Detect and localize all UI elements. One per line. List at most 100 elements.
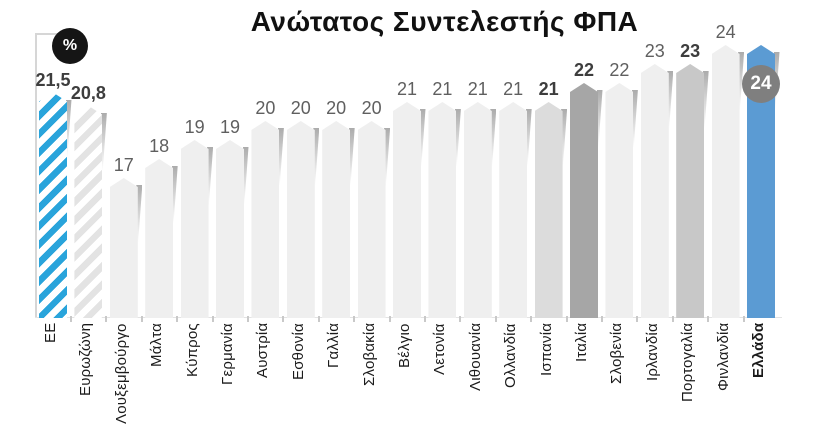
bar-country-label: Βέλγιο <box>396 323 413 368</box>
bar-fill <box>74 105 103 318</box>
bar-Εσθονία <box>286 121 315 318</box>
bar-shadow <box>384 128 391 186</box>
bar-fill <box>676 64 705 318</box>
bar-shadow <box>65 99 72 158</box>
bar-country-label: Λουξεμβούργο <box>112 323 130 424</box>
bar-fill <box>357 121 386 318</box>
bar-value-label: 20,8 <box>70 82 106 103</box>
bar-Λετονία <box>428 102 457 318</box>
bar-value-label: 19 <box>184 117 205 137</box>
bar-fill <box>322 121 351 318</box>
bar-shadow <box>667 71 674 129</box>
bar-value-label: 20 <box>255 98 276 118</box>
bar-country-label: Αυστρία <box>254 323 272 379</box>
bar-country-label: Ελλάδα <box>750 323 767 379</box>
axis-gap-tick <box>317 316 320 322</box>
bar-value-label: 21 <box>503 79 524 99</box>
bar-shadow <box>454 109 461 167</box>
bar-Βέλγιο <box>393 102 421 318</box>
bar-country-label: Μάλτα <box>148 323 166 368</box>
axis-gap-tick <box>282 316 285 322</box>
axis-gap-tick <box>69 316 72 322</box>
bar-country-label: Λετονία <box>431 323 449 375</box>
bar-fill <box>180 140 209 318</box>
bar-value-label: 20 <box>290 98 311 118</box>
bar-fill <box>251 121 280 318</box>
axis-gap-tick <box>105 316 108 322</box>
bar-fill <box>605 83 634 318</box>
percent-badge: % <box>52 28 88 64</box>
axis-gap-tick <box>388 316 391 322</box>
bar-value-label: 24 <box>715 22 736 42</box>
bar-shadow <box>136 185 143 243</box>
bar-ΕΕ <box>39 92 67 318</box>
axis-gap-tick <box>140 316 143 322</box>
bar-country-label: Φινλανδία <box>714 323 732 392</box>
bar-country-label: Γαλλία <box>325 323 343 369</box>
bar-value-label: 21 <box>396 79 418 99</box>
bar-shadow <box>561 109 568 167</box>
bar-country-label: Σλοβενία <box>608 323 626 385</box>
bar-country-label: Ολλανδία <box>502 323 520 388</box>
bar-fill <box>570 83 598 318</box>
bar-shadow <box>525 109 532 167</box>
bar-fill <box>711 45 740 318</box>
bar-shadow <box>596 90 603 148</box>
bar-Αυστρία <box>251 121 280 318</box>
bar-fill <box>463 102 492 318</box>
bar-value-label: 22 <box>609 60 630 80</box>
bar-fill <box>393 102 421 318</box>
bar-Ευρωζώνη <box>74 105 103 318</box>
greece-value-badge: 24 <box>742 65 780 103</box>
bar-value-label: 23 <box>644 41 665 61</box>
bar-shadow <box>348 128 355 186</box>
bar-shadow <box>419 109 426 167</box>
y-axis-line <box>35 33 37 318</box>
bar-Ολλανδία <box>499 102 528 318</box>
axis-gap-tick <box>671 316 674 322</box>
bar-country-label: Γερμανία <box>219 323 236 385</box>
axis-gap-tick <box>600 316 603 322</box>
axis-gap-tick <box>423 316 426 322</box>
bar-fill <box>216 140 244 318</box>
bar-value-label: 23 <box>680 41 701 61</box>
axis-gap-tick <box>742 316 745 322</box>
bar-shadow <box>242 147 249 205</box>
bar-fill <box>428 102 457 318</box>
bar-shadow <box>277 128 284 186</box>
axis-gap-tick <box>494 316 497 322</box>
bar-Σλοβενία <box>605 83 634 318</box>
bar-Ισπανία <box>534 102 563 318</box>
bar-country-label: Λιθουανία <box>466 323 484 392</box>
axis-gap-tick <box>246 316 249 322</box>
bar-country-label: Κύπρος <box>183 323 201 377</box>
bar-fill <box>39 92 67 318</box>
bar-shadow <box>171 166 178 224</box>
axis-gap-tick <box>565 316 568 322</box>
bar-country-label: Ιρλανδία <box>643 323 661 381</box>
bar-country-label: Πορτογαλία <box>679 323 697 403</box>
greece-badge-value: 24 <box>750 73 772 94</box>
bar-Φινλανδία <box>711 45 740 318</box>
bar-value-label: 21 <box>432 79 453 99</box>
bar-value-label: 21 <box>467 79 488 99</box>
bar-value-label: 21 <box>538 79 559 99</box>
bar-country-label: Σλοβακία <box>360 323 378 387</box>
axis-gap-tick <box>707 316 710 322</box>
bar-value-label: 17 <box>113 155 134 175</box>
bar-Σλοβακία <box>357 121 386 318</box>
bar-shadow <box>702 71 709 129</box>
bar-value-label: 20 <box>326 98 347 118</box>
bar-country-label: Ευρωζώνη <box>77 323 95 397</box>
bar-Λουξεμβούργο <box>109 178 138 318</box>
percent-icon: % <box>62 37 78 54</box>
bar-Λιθουανία <box>463 102 492 318</box>
bar-Ιρλανδία <box>640 64 669 318</box>
bar-Γαλλία <box>322 121 351 318</box>
bar-fill <box>640 64 669 318</box>
bar-shadow <box>490 109 497 167</box>
bar-Ιταλία <box>570 83 598 318</box>
bar-shadow <box>100 112 107 171</box>
bar-shadow <box>738 52 745 110</box>
bar-fill <box>534 102 563 318</box>
